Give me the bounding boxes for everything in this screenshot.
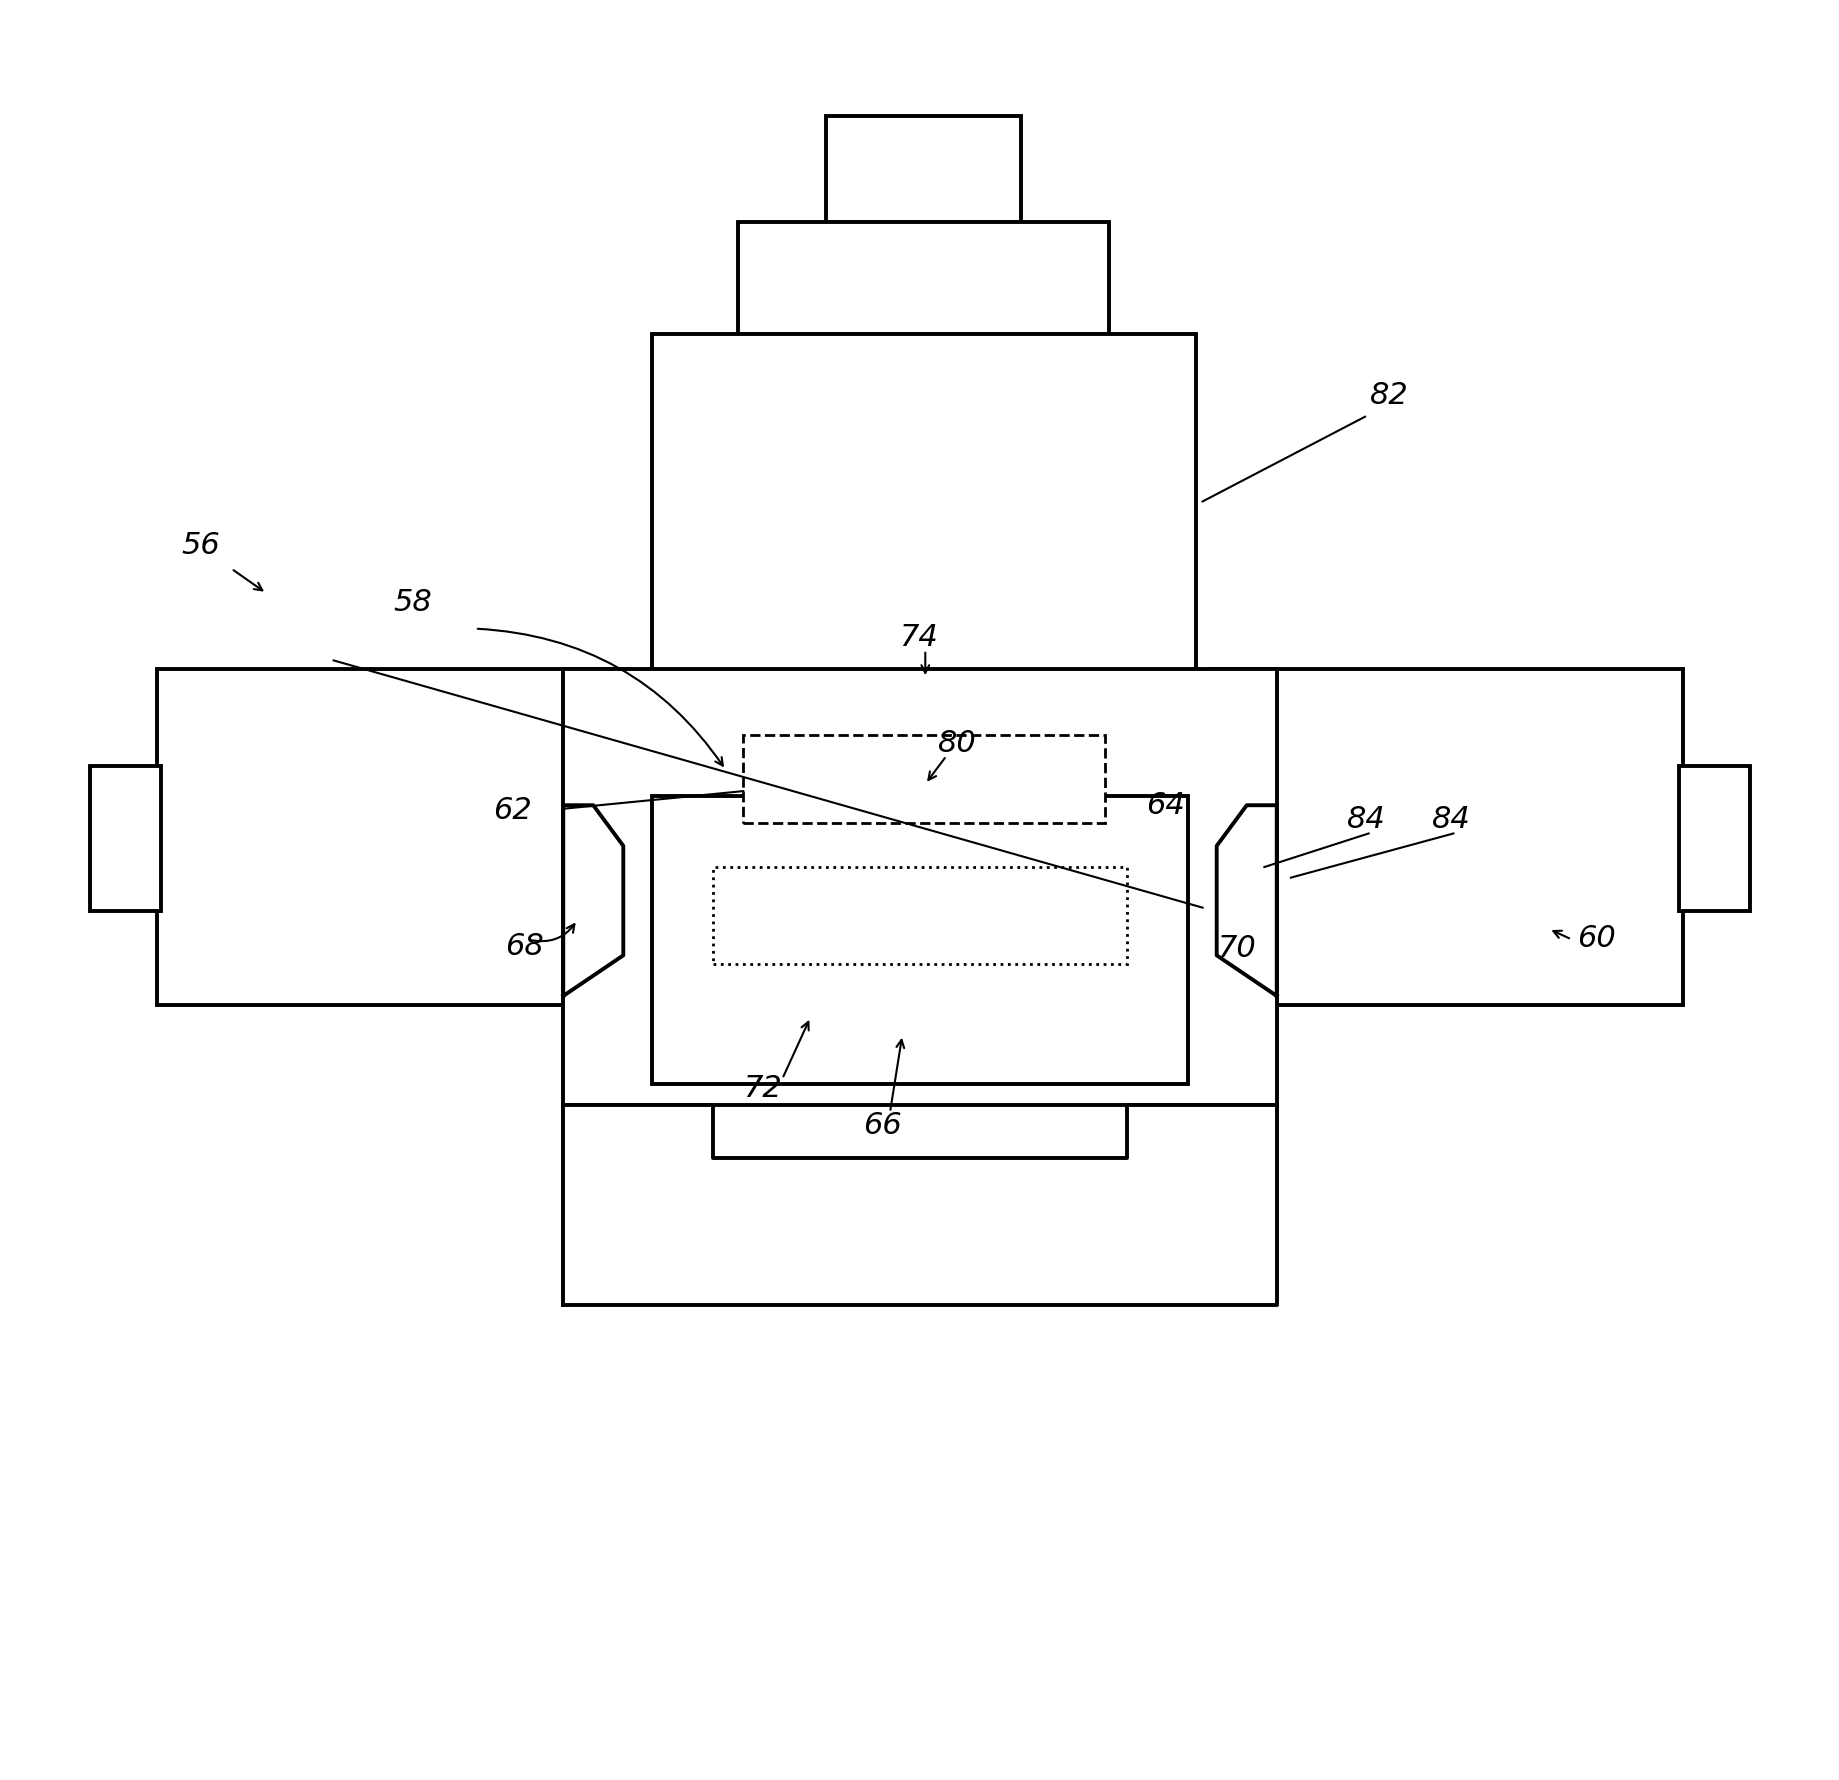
- Text: 70: 70: [1216, 934, 1254, 963]
- Bar: [1679, 767, 1749, 911]
- Text: 74: 74: [897, 623, 938, 651]
- Bar: [1208, 669, 1683, 1004]
- Text: 58: 58: [394, 587, 432, 618]
- Bar: [90, 767, 160, 911]
- Bar: [737, 222, 1109, 333]
- Polygon shape: [563, 805, 623, 997]
- Bar: [156, 669, 631, 1004]
- Text: 66: 66: [862, 1111, 901, 1139]
- Text: 80: 80: [938, 730, 977, 758]
- Bar: [563, 669, 1276, 1105]
- Text: 84: 84: [1346, 805, 1385, 835]
- Bar: [714, 723, 1133, 828]
- Bar: [840, 682, 1006, 723]
- Polygon shape: [1216, 805, 1276, 997]
- Bar: [714, 867, 1125, 965]
- Bar: [826, 116, 1021, 222]
- Polygon shape: [563, 1105, 1276, 1305]
- Bar: [743, 735, 1105, 822]
- Bar: [651, 333, 1195, 682]
- Text: 68: 68: [504, 933, 543, 961]
- Text: 84: 84: [1431, 805, 1469, 835]
- Bar: [651, 796, 1188, 1084]
- Text: 60: 60: [1576, 924, 1615, 952]
- Text: 62: 62: [493, 796, 531, 826]
- Text: 72: 72: [743, 1073, 782, 1102]
- Text: 64: 64: [1146, 790, 1184, 821]
- Text: 56: 56: [182, 532, 221, 561]
- Text: 82: 82: [1370, 381, 1409, 411]
